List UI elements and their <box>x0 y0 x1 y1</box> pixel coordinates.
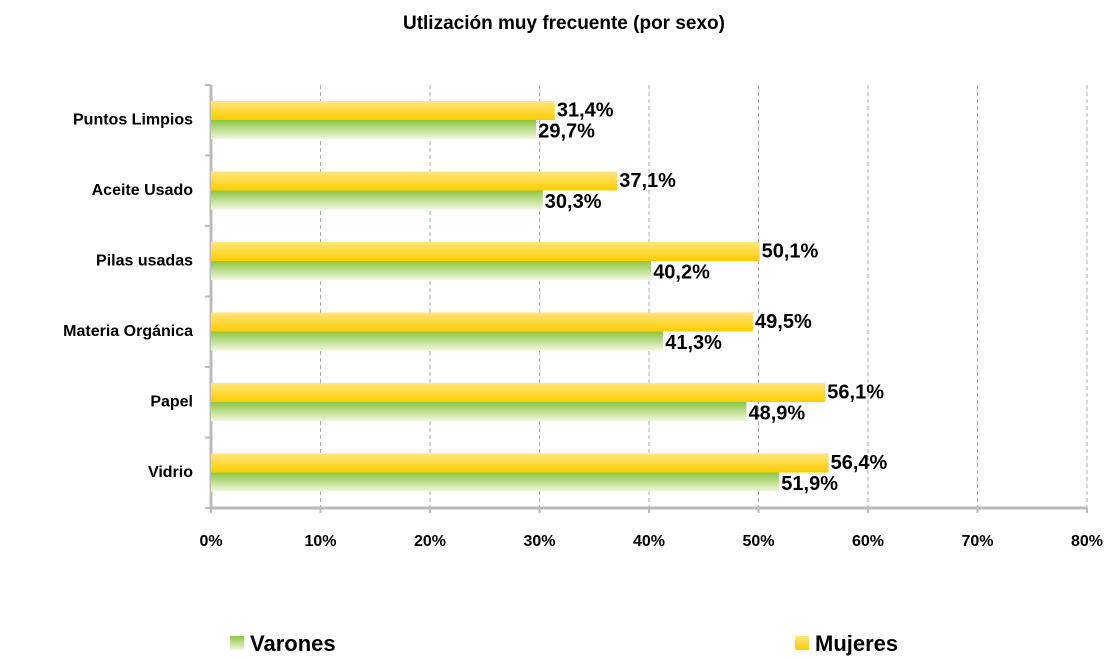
bar <box>211 242 760 261</box>
x-tick-label: 60% <box>852 533 884 550</box>
value-label: 50,1% <box>762 240 819 262</box>
bar <box>211 190 543 210</box>
bar <box>211 472 780 492</box>
bar <box>211 331 664 351</box>
bar <box>211 453 829 473</box>
legend-label: Mujeres <box>815 631 898 656</box>
legend-swatch <box>795 636 809 650</box>
y-tick-label: Pilas usadas <box>96 252 193 269</box>
value-label: 31,4% <box>557 99 614 121</box>
bar <box>211 171 618 191</box>
y-tick-label: Papel <box>150 393 193 410</box>
value-label: 48,9% <box>748 402 805 424</box>
value-label: 56,4% <box>831 452 888 474</box>
bar <box>211 120 537 139</box>
y-tick-label: Vidrio <box>148 464 193 481</box>
x-tick-label: 70% <box>961 533 993 550</box>
bar <box>211 261 652 280</box>
legend-label: Varones <box>250 631 336 656</box>
value-label: 29,7% <box>538 120 595 142</box>
bar <box>211 383 826 402</box>
value-label: 49,5% <box>755 311 812 333</box>
x-tick-label: 50% <box>742 533 774 550</box>
value-label: 41,3% <box>665 332 722 354</box>
x-tick-label: 0% <box>199 533 222 550</box>
x-tick-label: 40% <box>633 533 665 550</box>
value-label: 51,9% <box>781 473 838 495</box>
bar <box>211 101 555 120</box>
chart-title: Utlización muy frecuente (por sexo) <box>403 13 725 34</box>
y-tick-label: Puntos Limpios <box>73 111 193 128</box>
y-tick-label: Materia Orgánica <box>63 323 193 340</box>
x-tick-label: 80% <box>1071 533 1103 550</box>
value-label: 56,1% <box>827 381 884 403</box>
bar <box>211 312 754 332</box>
x-tick-label: 10% <box>304 533 336 550</box>
x-tick-label: 20% <box>414 533 446 550</box>
bar <box>211 402 747 421</box>
y-tick-label: Aceite Usado <box>92 182 194 199</box>
legend-swatch <box>230 636 244 650</box>
value-label: 37,1% <box>619 170 676 192</box>
value-label: 30,3% <box>545 191 602 213</box>
x-tick-label: 30% <box>523 533 555 550</box>
value-label: 40,2% <box>653 261 710 283</box>
